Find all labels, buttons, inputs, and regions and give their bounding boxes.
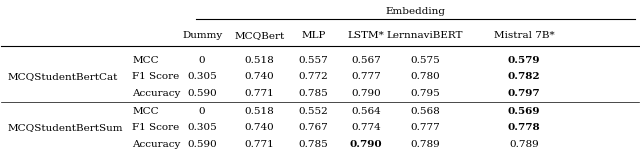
Text: 0.569: 0.569 [508, 107, 540, 116]
Text: Embedding: Embedding [385, 7, 445, 17]
Text: 0.772: 0.772 [299, 72, 328, 81]
Text: 0.579: 0.579 [508, 56, 540, 65]
Text: 0.789: 0.789 [410, 140, 440, 149]
Text: MCQStudentBertSum: MCQStudentBertSum [8, 123, 124, 132]
Text: Accuracy: Accuracy [132, 140, 180, 149]
Text: 0.590: 0.590 [188, 89, 217, 98]
Text: 0.795: 0.795 [410, 89, 440, 98]
Text: 0.778: 0.778 [508, 123, 540, 132]
Text: 0.789: 0.789 [509, 140, 539, 149]
Text: MCQStudentBertCat: MCQStudentBertCat [8, 72, 118, 81]
Text: Mistral 7B*: Mistral 7B* [493, 31, 554, 40]
Text: MCC: MCC [132, 107, 159, 116]
Text: 0.790: 0.790 [349, 140, 382, 149]
Text: F1 Score: F1 Score [132, 123, 179, 132]
Text: 0.557: 0.557 [299, 56, 328, 65]
Text: 0: 0 [199, 56, 205, 65]
Text: 0.777: 0.777 [351, 72, 381, 81]
Text: 0.774: 0.774 [351, 123, 381, 132]
Text: MLP: MLP [301, 31, 326, 40]
Text: 0.567: 0.567 [351, 56, 381, 65]
Text: 0.568: 0.568 [410, 107, 440, 116]
Text: 0.564: 0.564 [351, 107, 381, 116]
Text: 0: 0 [199, 107, 205, 116]
Text: 0.518: 0.518 [244, 56, 275, 65]
Text: 0.590: 0.590 [188, 140, 217, 149]
Text: MCQBert: MCQBert [234, 31, 285, 40]
Text: 0.740: 0.740 [244, 123, 275, 132]
Text: 0.771: 0.771 [244, 89, 275, 98]
Text: 0.518: 0.518 [244, 107, 275, 116]
Text: Accuracy: Accuracy [132, 89, 180, 98]
Text: 0.575: 0.575 [410, 56, 440, 65]
Text: 0.785: 0.785 [299, 89, 328, 98]
Text: 0.790: 0.790 [351, 89, 381, 98]
Text: 0.777: 0.777 [410, 123, 440, 132]
Text: 0.782: 0.782 [508, 72, 540, 81]
Text: 0.305: 0.305 [188, 72, 217, 81]
Text: 0.785: 0.785 [299, 140, 328, 149]
Text: 0.552: 0.552 [299, 107, 328, 116]
Text: MCC: MCC [132, 56, 159, 65]
Text: Dummy: Dummy [182, 31, 222, 40]
Text: 0.740: 0.740 [244, 72, 275, 81]
Text: 0.797: 0.797 [508, 89, 540, 98]
Text: 0.771: 0.771 [244, 140, 275, 149]
Text: LSTM*: LSTM* [348, 31, 384, 40]
Text: 0.767: 0.767 [299, 123, 328, 132]
Text: 0.305: 0.305 [188, 123, 217, 132]
Text: F1 Score: F1 Score [132, 72, 179, 81]
Text: 0.780: 0.780 [410, 72, 440, 81]
Text: LernnaviBERT: LernnaviBERT [387, 31, 463, 40]
